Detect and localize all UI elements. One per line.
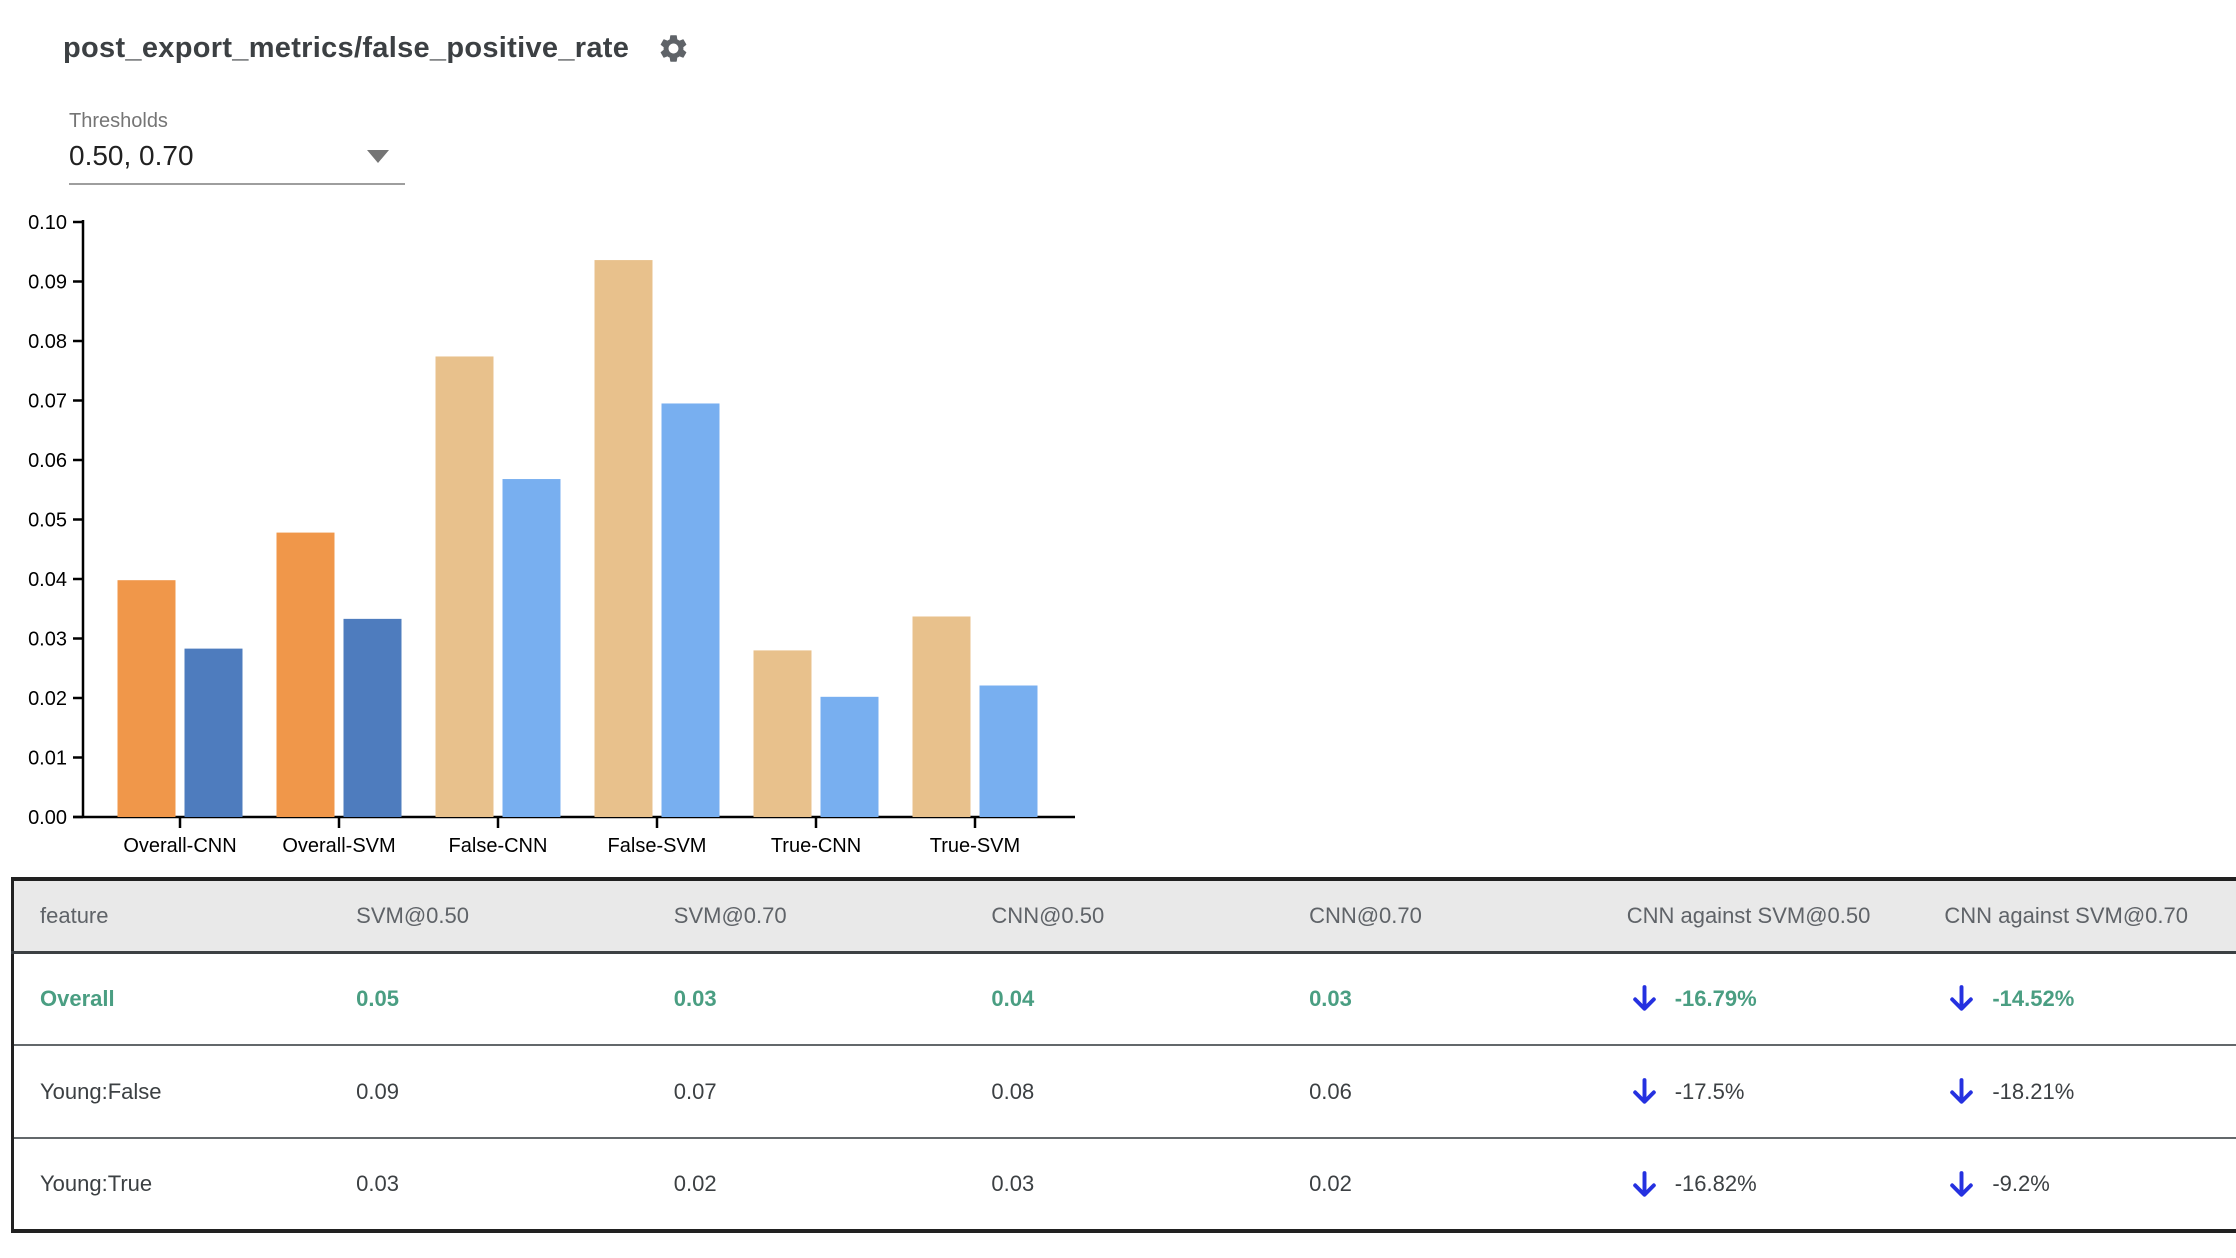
- y-axis-tick-label: 0.09: [28, 272, 67, 294]
- metric-value-cell-svm-0-70: 0.02: [673, 1171, 717, 1196]
- bar-chart-canvas: 0.00 0.01 0.02 0.03 0.04 0.05 0.06 0.07 0.08 0.09…: [28, 212, 1075, 857]
- column-header-cnn-0-70: CNN@0.70: [1283, 879, 1601, 954]
- gear-icon: [657, 32, 690, 65]
- table-header-row: feature SVM@0.50 SVM@0.70 CNN@0.50 CNN@0.70 C…: [12, 879, 2236, 954]
- metrics-table-header: feature SVM@0.50 SVM@0.70 CNN@0.50 CNN@0.70 C…: [12, 879, 2236, 954]
- bar-False-CNN-threshold0.70[interactable]: [502, 479, 561, 817]
- metric-value-cell-svm-0-50: 0.09: [330, 1045, 648, 1139]
- arrow-down-icon: [1632, 1170, 1656, 1197]
- bar-True-SVM-threshold0.50[interactable]: [912, 616, 971, 817]
- metric-value-cell-svm-0-70: 0.03: [647, 952, 966, 1046]
- metric-value-cell-svm-0-50: 0.05: [330, 952, 648, 1046]
- thresholds-label: Thresholds: [69, 110, 168, 132]
- settings-button[interactable]: [655, 30, 691, 66]
- delta-value: -17.5%: [1674, 1078, 1745, 1104]
- bar-Overall-CNN-threshold0.50[interactable]: [117, 580, 176, 817]
- column-header-svm-0-50: SVM@0.50: [330, 879, 648, 954]
- bar-Overall-SVM-threshold0.70[interactable]: [343, 618, 402, 817]
- column-header-cnn-against-svm-0-50: CNN against SVM@0.50: [1600, 879, 1919, 954]
- metric-value-cell-svm-0-50: 0.03: [356, 1171, 399, 1196]
- column-header-svm-0-70: SVM@0.70: [647, 879, 966, 954]
- arrow-down-icon: [1950, 985, 1974, 1011]
- delta-cell-cnn-against-svm-0-70: -14.52%: [1918, 952, 2236, 1046]
- metric-value-cell-cnn-0-50: 0.03: [991, 1171, 1035, 1196]
- delta-cell-cnn-against-svm-0-70: -18.21%: [1918, 1045, 2236, 1139]
- column-header-feature: feature: [12, 879, 331, 954]
- delta-value: -16.82%: [1674, 1171, 1757, 1196]
- metric-value-cell-cnn-0-50: 0.08: [965, 1045, 1284, 1139]
- y-axis-tick-label: 0.05: [28, 510, 67, 532]
- delta-value: -14.52%: [1992, 985, 2075, 1011]
- table-row-overall[interactable]: Overall 0.05 0.03 0.04 0.03 -16.79% -14.52%: [12, 952, 2236, 1046]
- x-axis-category-label: True-CNN: [771, 835, 861, 857]
- metrics-table: feature SVM@0.50 SVM@0.70 CNN@0.50 CNN@0.70 C…: [11, 877, 2236, 1233]
- y-axis-tick-label: 0.02: [28, 688, 67, 710]
- metric-value-cell-svm-0-70: 0.07: [647, 1045, 966, 1139]
- y-axis-tick-label: 0.00: [28, 807, 67, 829]
- delta-cell-cnn-against-svm-0-50: -16.79%: [1600, 952, 1919, 1046]
- table-row-young-false[interactable]: Young:False 0.09 0.07 0.08 0.06 -17.5% -18.21%: [12, 1045, 2236, 1139]
- bar-False-SVM-threshold0.70[interactable]: [661, 403, 720, 817]
- x-axis-category-label: Overall-CNN: [123, 835, 236, 857]
- bar-True-CNN-threshold0.70[interactable]: [820, 696, 879, 817]
- arrow-down-icon: [1950, 1170, 1974, 1197]
- x-axis-category-label: False-SVM: [608, 835, 707, 857]
- x-axis-category-label: False-CNN: [449, 835, 548, 857]
- bar-False-SVM-threshold0.50[interactable]: [594, 260, 653, 817]
- y-axis-tick-label: 0.03: [28, 629, 67, 651]
- delta-cell-cnn-against-svm-0-50: -16.82%: [1601, 1138, 1919, 1231]
- delta-cell-cnn-against-svm-0-50: -17.5%: [1600, 1045, 1919, 1139]
- y-axis-tick-label: 0.06: [28, 450, 67, 472]
- delta-value: -18.21%: [1992, 1078, 2075, 1104]
- metric-value-cell-cnn-0-70: 0.02: [1309, 1171, 1352, 1196]
- metric-value-cell-cnn-0-70: 0.06: [1283, 1045, 1601, 1139]
- y-axis-tick-label: 0.07: [28, 391, 67, 413]
- x-axis-category-label: Overall-SVM: [282, 835, 395, 857]
- metric-value-cell-cnn-0-50: 0.04: [965, 952, 1284, 1046]
- y-axis-tick-label: 0.01: [28, 748, 67, 770]
- arrow-down-icon: [1950, 1078, 1974, 1104]
- table-row-young-true[interactable]: Young:True 0.03 0.02 0.03 0.02 -16.82% -9.2%: [13, 1138, 2236, 1231]
- metric-header: post_export_metrics/false_positive_rate: [63, 30, 691, 66]
- bar-True-SVM-threshold0.70[interactable]: [979, 685, 1038, 817]
- y-axis-tick-label: 0.08: [28, 331, 67, 353]
- delta-cell-cnn-against-svm-0-70: -9.2%: [1918, 1138, 2236, 1231]
- metric-title: post_export_metrics/false_positive_rate: [63, 31, 630, 64]
- bar-False-CNN-threshold0.50[interactable]: [435, 356, 494, 817]
- thresholds-select[interactable]: 0.50, 0.70: [69, 133, 405, 185]
- bar-True-CNN-threshold0.50[interactable]: [753, 650, 812, 817]
- column-header-cnn-against-svm-0-70: CNN against SVM@0.70: [1918, 879, 2236, 954]
- bar-Overall-CNN-threshold0.70[interactable]: [184, 648, 243, 817]
- y-axis-tick-label: 0.04: [28, 569, 67, 591]
- x-axis-category-label: True-SVM: [930, 835, 1020, 857]
- feature-cell: Young:True: [40, 1171, 153, 1196]
- bar-Overall-SVM-threshold0.50[interactable]: [276, 532, 335, 817]
- thresholds-dropdown[interactable]: Thresholds 0.50, 0.70: [69, 110, 405, 185]
- false-positive-rate-chart: 0.00 0.01 0.02 0.03 0.04 0.05 0.06 0.07 0.08 0.09…: [0, 190, 1120, 895]
- arrow-down-icon: [1632, 1078, 1656, 1104]
- y-axis-tick-label: 0.10: [28, 212, 67, 234]
- metrics-table-body: Overall 0.05 0.03 0.04 0.03 -16.79% -14.52% You…: [12, 952, 2236, 1231]
- delta-value: -9.2%: [1992, 1171, 2050, 1196]
- feature-cell: Young:False: [12, 1045, 331, 1139]
- metric-value-cell-cnn-0-70: 0.03: [1283, 952, 1601, 1046]
- delta-value: -16.79%: [1674, 985, 1757, 1011]
- column-header-cnn-0-50: CNN@0.50: [965, 879, 1284, 954]
- caret-down-icon: [367, 149, 389, 163]
- arrow-down-icon: [1632, 985, 1656, 1011]
- thresholds-value: 0.50, 0.70: [69, 140, 194, 171]
- feature-cell: Overall: [12, 952, 331, 1046]
